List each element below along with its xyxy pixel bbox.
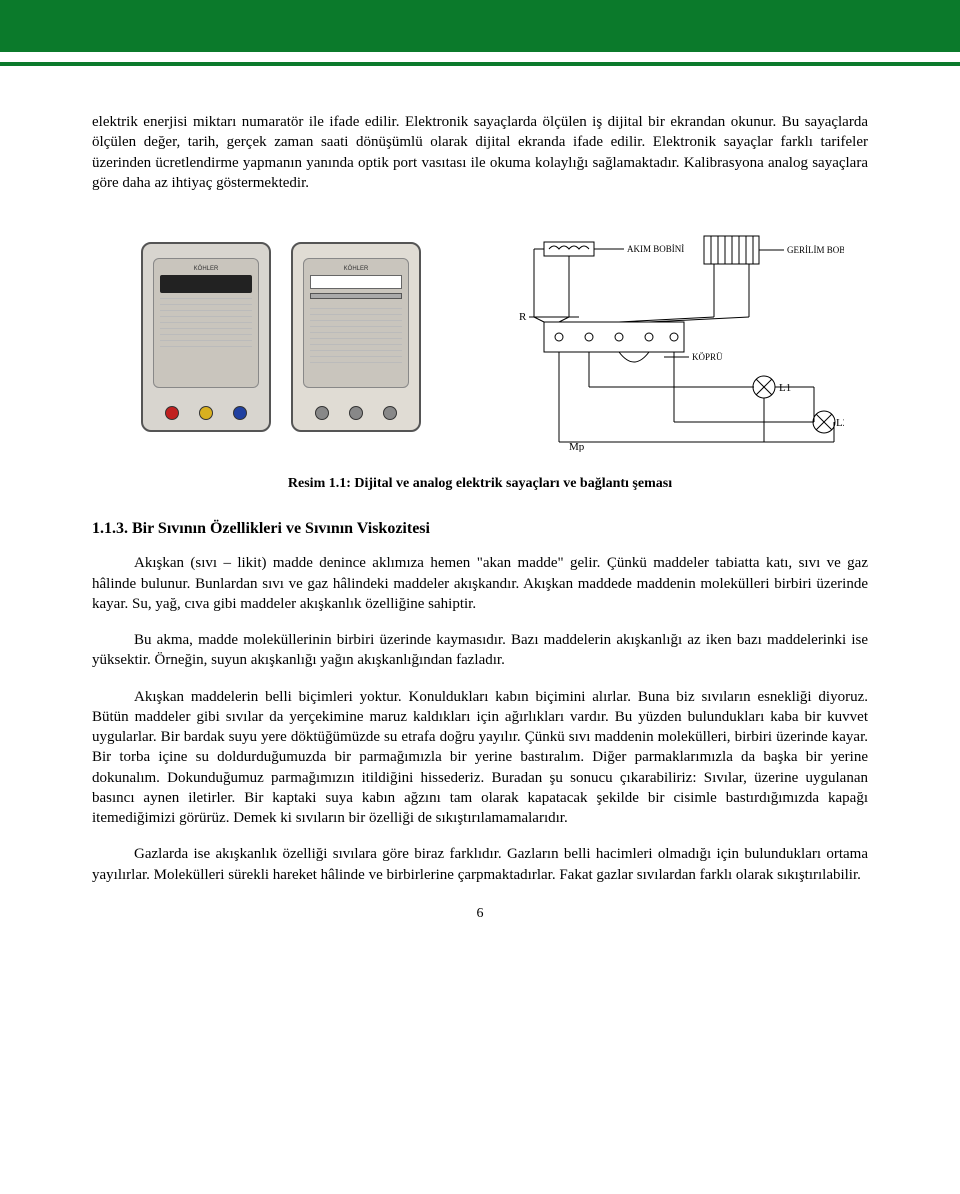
wiring-diagram: AKIM BOBİNİ GERİLİM BOBİNİ	[490, 222, 868, 452]
register-window	[310, 275, 402, 289]
analog-meter: KÖHLER	[291, 242, 421, 432]
label-r: R	[519, 311, 527, 323]
meter-photo: KÖHLER KÖHLER	[92, 217, 470, 457]
label-l2: L2	[836, 417, 844, 429]
meter-brand-right: KÖHLER	[310, 265, 402, 273]
meter-terminal-3	[383, 406, 397, 420]
figure-caption: Resim 1.1: Dijital ve analog elektrik sa…	[92, 475, 868, 494]
header-band	[0, 0, 960, 52]
lcd-display	[160, 275, 252, 293]
label-gerilim-bobini: GERİLİM BOBİNİ	[787, 245, 844, 255]
rotating-disc	[310, 293, 402, 299]
label-mp: Mp	[569, 441, 585, 452]
meter-faceplate-left	[160, 297, 252, 347]
header-gap	[0, 52, 960, 62]
meter-btn-yellow	[199, 406, 213, 420]
label-akim-bobini: AKIM BOBİNİ	[627, 244, 684, 254]
meter-brand-left: KÖHLER	[160, 265, 252, 273]
para-2: Bu akma, madde moleküllerinin birbiri üz…	[92, 630, 868, 671]
meter-faceplate-right	[310, 303, 402, 363]
meter-terminal-1	[315, 406, 329, 420]
para-4: Gazlarda ise akışkanlık özelliği sıvılar…	[92, 844, 868, 885]
page-number: 6	[92, 905, 868, 924]
meter-btn-blue	[233, 406, 247, 420]
label-l1: L1	[779, 382, 791, 394]
page-content: elektrik enerjisi miktarı numaratör ile …	[0, 66, 960, 944]
label-kopru: KÖPRÜ	[692, 352, 723, 362]
meter-terminal-2	[349, 406, 363, 420]
para-3: Akışkan maddelerin belli biçimleri yoktu…	[92, 687, 868, 829]
section-heading: 1.1.3. Bir Sıvının Özellikleri ve Sıvını…	[92, 518, 868, 540]
digital-meter: KÖHLER	[141, 242, 271, 432]
section-number: 1.1.3.	[92, 520, 128, 537]
intro-paragraph: elektrik enerjisi miktarı numaratör ile …	[92, 112, 868, 193]
figure-row: KÖHLER KÖHLER	[92, 217, 868, 457]
meter-btn-red	[165, 406, 179, 420]
para-1: Akışkan (sıvı – likit) madde denince akl…	[92, 553, 868, 614]
section-title: Bir Sıvının Özellikleri ve Sıvının Visko…	[132, 520, 430, 537]
